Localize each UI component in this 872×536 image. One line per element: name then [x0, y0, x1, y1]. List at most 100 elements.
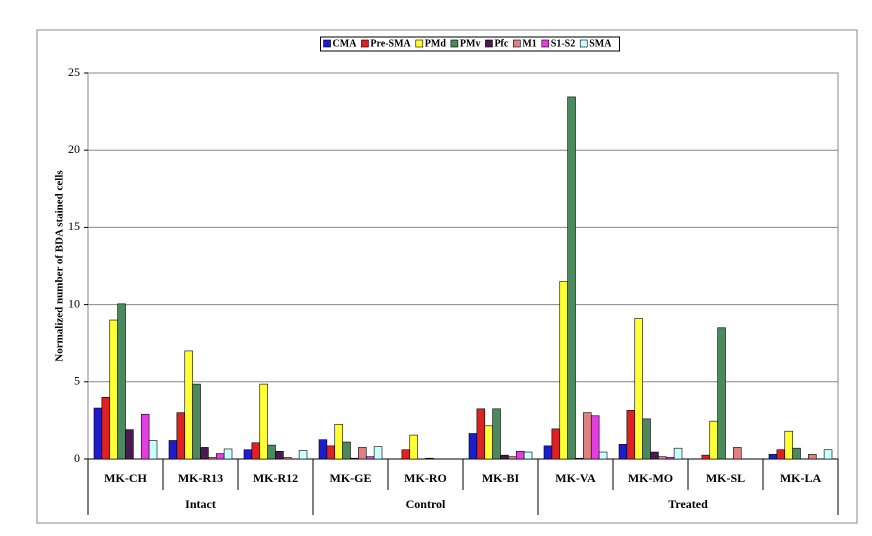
legend-swatch — [415, 39, 424, 48]
y-tick-label: 10 — [68, 296, 80, 310]
bar — [168, 440, 178, 460]
bar — [200, 447, 209, 460]
bar — [140, 413, 150, 460]
bar — [598, 451, 608, 460]
bar — [425, 457, 434, 460]
bar — [784, 430, 793, 460]
legend-swatch — [323, 39, 331, 48]
group-label: Treated — [668, 497, 708, 511]
bar — [148, 440, 158, 460]
bar — [223, 448, 233, 460]
x-tick-label: MK-CH — [104, 471, 147, 485]
bar — [823, 449, 833, 460]
bar — [101, 396, 111, 460]
plot-area — [87, 72, 839, 460]
bar — [626, 410, 636, 460]
bar — [673, 447, 683, 460]
bar — [208, 457, 217, 460]
bar — [768, 454, 778, 460]
legend-label: PMd — [425, 38, 447, 49]
bar — [283, 457, 292, 460]
bar — [523, 451, 533, 460]
bar — [259, 383, 268, 460]
y-tick-label: 5 — [74, 374, 80, 388]
bar — [575, 457, 584, 460]
bar — [808, 454, 817, 460]
bar — [267, 444, 276, 460]
legend-swatch — [513, 39, 521, 48]
bar — [476, 408, 486, 460]
bar — [709, 420, 718, 460]
y-tick-label: 15 — [68, 219, 80, 233]
bar — [559, 281, 568, 460]
legend-swatch — [361, 39, 369, 48]
bar — [618, 444, 628, 460]
bar — [508, 456, 517, 460]
legend-label: CMA — [333, 38, 358, 49]
bar — [93, 407, 103, 460]
bar — [125, 429, 134, 460]
bar — [515, 450, 525, 460]
bar — [215, 453, 225, 460]
bar — [551, 428, 561, 460]
bar — [358, 447, 367, 460]
legend-swatch — [541, 39, 550, 48]
y-tick-label: 0 — [74, 451, 80, 465]
bar — [251, 442, 261, 460]
bar — [117, 303, 126, 460]
bar — [176, 412, 186, 460]
bar — [543, 445, 553, 460]
bar — [492, 408, 501, 460]
bar — [583, 412, 592, 460]
legend-label: S1-S2 — [551, 38, 575, 49]
y-tick-label: 20 — [68, 142, 80, 156]
bar — [298, 450, 308, 460]
y-tick-label: 25 — [68, 65, 80, 79]
bar — [184, 350, 193, 460]
bar — [334, 423, 343, 460]
bar — [401, 449, 411, 460]
bar — [192, 383, 201, 460]
x-tick-label: MK-VA — [555, 471, 596, 485]
legend-label: Pre-SMA — [370, 38, 411, 49]
legend-label: M1 — [522, 38, 536, 49]
bar — [109, 319, 118, 460]
bar — [365, 456, 375, 460]
bar — [658, 456, 667, 460]
bar — [326, 445, 336, 460]
bar — [318, 439, 328, 460]
x-tick-label: MK-BI — [482, 471, 520, 485]
bar — [567, 96, 576, 460]
legend-swatch — [579, 39, 588, 48]
y-axis-label: Normalized number of BDA stained cells — [54, 170, 66, 362]
x-tick-label: MK-SL — [706, 471, 745, 485]
bar — [373, 446, 383, 460]
bar — [665, 457, 675, 460]
bar — [590, 415, 600, 460]
bar — [650, 451, 659, 460]
bar — [409, 434, 418, 460]
group-label: Intact — [185, 497, 216, 511]
group-label: Control — [406, 497, 446, 511]
bar — [634, 318, 643, 460]
bar — [500, 454, 509, 460]
bar — [642, 418, 651, 460]
legend-label: PMv — [460, 38, 481, 49]
legend-swatch — [450, 39, 459, 48]
bar — [733, 447, 742, 460]
x-tick-label: MK-GE — [330, 471, 372, 485]
bar — [717, 327, 726, 460]
bar — [275, 450, 284, 460]
x-tick-label: MK-R12 — [253, 471, 298, 485]
bar — [342, 441, 351, 460]
x-tick-label: MK-MO — [628, 471, 673, 485]
legend-label: Pfc — [494, 38, 508, 49]
bar — [484, 425, 493, 460]
bar — [350, 457, 359, 460]
x-tick-label: MK-RO — [404, 471, 447, 485]
bar — [243, 449, 253, 460]
legend-label: SMA — [589, 38, 612, 49]
x-tick-label: MK-R13 — [178, 471, 223, 485]
bar — [468, 433, 478, 460]
